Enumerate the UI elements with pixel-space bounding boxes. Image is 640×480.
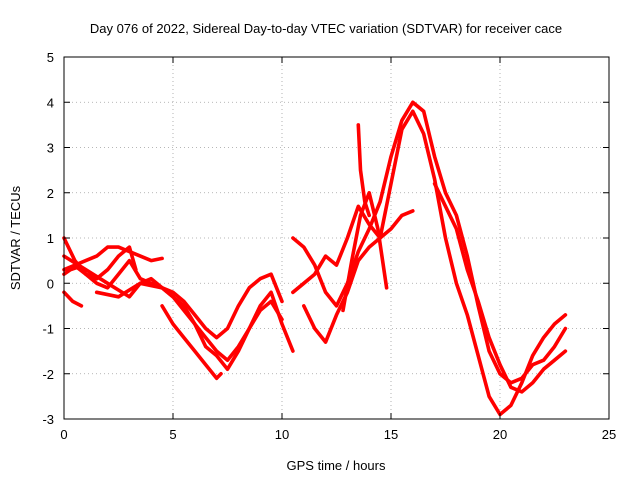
tick-layer: 0 5 10 15 20 25 -3 -2 -1 0 1 2 3 4 5 xyxy=(42,50,616,442)
x-tick-label: 10 xyxy=(275,427,289,442)
y-axis-label: SDTVAR / TECUs xyxy=(8,185,23,290)
series-track-7 xyxy=(160,304,223,381)
series-track-10 xyxy=(301,209,415,344)
series-track-6 xyxy=(62,290,84,308)
series-track-8 xyxy=(291,100,568,385)
series-track-12 xyxy=(432,181,568,394)
x-tick-label: 15 xyxy=(384,427,398,442)
x-tick-label: 20 xyxy=(493,427,507,442)
series-track-5 xyxy=(94,281,295,372)
x-tick-label: 25 xyxy=(602,427,616,442)
y-tick-label: -3 xyxy=(42,412,54,427)
y-tick-label: 3 xyxy=(47,141,54,156)
series-track-1 xyxy=(62,245,164,272)
chart-title: Day 076 of 2022, Sidereal Day-to-day VTE… xyxy=(90,21,562,36)
series-track-2 xyxy=(62,245,138,281)
x-axis-label: GPS time / hours xyxy=(287,458,386,473)
series-track-4 xyxy=(62,254,284,340)
y-tick-label: 0 xyxy=(47,276,54,291)
y-tick-label: 5 xyxy=(47,50,54,65)
series-track-13 xyxy=(356,123,372,218)
x-tick-label: 5 xyxy=(169,427,176,442)
x-tick-label: 0 xyxy=(60,427,67,442)
y-tick-label: -1 xyxy=(42,322,54,337)
y-tick-label: 1 xyxy=(47,231,54,246)
y-tick-label: 4 xyxy=(47,95,54,110)
y-tick-label: -2 xyxy=(42,367,54,382)
series-layer xyxy=(62,100,568,417)
grid-layer xyxy=(64,57,609,419)
y-tick-label: 2 xyxy=(47,186,54,201)
series-track-9 xyxy=(291,109,568,417)
